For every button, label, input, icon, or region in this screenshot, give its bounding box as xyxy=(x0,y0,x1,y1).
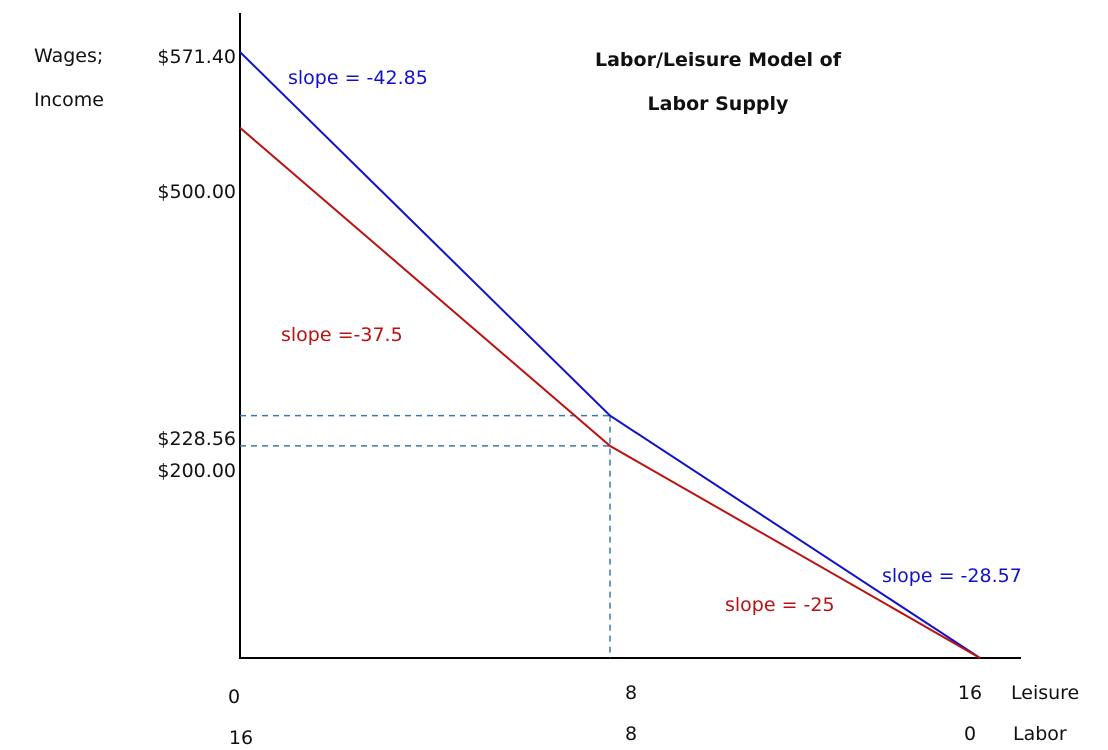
y-tick-label-571: $571.40 xyxy=(157,46,236,68)
leisure-tick-8: 8 xyxy=(625,682,637,704)
labor-tick-8: 8 xyxy=(625,723,637,745)
budget-lines xyxy=(239,51,981,659)
y-tick-label-200: $200.00 xyxy=(157,460,236,482)
leisure-tick-16: 16 xyxy=(958,682,982,704)
blue-slope-label-lower: slope = -28.57 xyxy=(882,565,1022,587)
chart-title-line-2: Labor Supply xyxy=(648,93,789,115)
blue-slope-label-upper: slope = -42.85 xyxy=(288,67,428,89)
chart-title-line-1: Labor/Leisure Model of xyxy=(595,49,842,71)
labor-axis-name: Labor xyxy=(1013,723,1067,745)
reference-lines xyxy=(240,414,611,658)
red-slope-label-upper: slope =-37.5 xyxy=(281,324,403,346)
red-slope-label-lower: slope = -25 xyxy=(725,594,835,616)
blue-budget-line xyxy=(239,51,981,659)
y-axis-label-line-1: Wages; xyxy=(34,45,103,67)
leisure-axis-name: Leisure xyxy=(1011,682,1079,704)
y-tick-label-228: $228.56 xyxy=(157,428,236,450)
y-tick-label-500: $500.00 xyxy=(157,181,236,203)
red-budget-line xyxy=(239,126,981,659)
labor-tick-16: 16 xyxy=(229,727,253,749)
labor-tick-0: 0 xyxy=(964,723,976,745)
y-axis-label-line-2: Income xyxy=(34,89,104,111)
leisure-tick-0: 0 xyxy=(228,686,240,708)
